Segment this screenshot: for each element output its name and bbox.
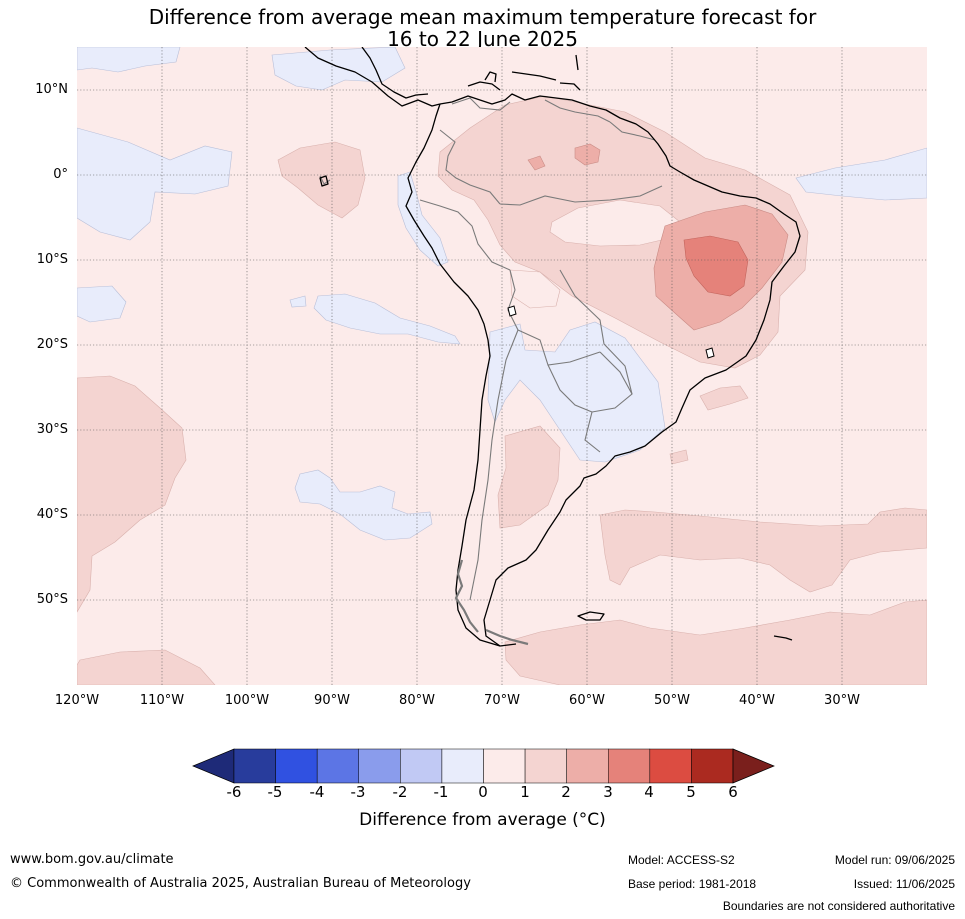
colorbar-under-arrow — [192, 748, 235, 784]
anomaly-field — [77, 47, 927, 685]
footer-issued: Issued: 11/06/2025 — [853, 877, 955, 891]
graticule — [77, 47, 927, 685]
colorbar-segment — [649, 748, 692, 784]
colorbar-tick: -2 — [392, 783, 408, 801]
lon-label-60w: 60°W — [569, 693, 605, 708]
lon-label-40w: 40°W — [739, 693, 775, 708]
colorbar-segment — [524, 748, 567, 784]
footer-disclaimer: Boundaries are not considered authoritat… — [722, 899, 955, 913]
lon-label-70w: 70°W — [484, 693, 520, 708]
lon-label-30w: 30°W — [824, 693, 860, 708]
colorbar-segment — [483, 748, 526, 784]
lon-label-50w: 50°W — [654, 693, 690, 708]
lat-label-50s: 50°S — [36, 592, 68, 607]
lat-label-30s: 30°S — [36, 422, 68, 437]
lon-label-80w: 80°W — [399, 693, 435, 708]
lon-label-120w: 120°W — [54, 693, 100, 708]
lon-label-90w: 90°W — [314, 693, 350, 708]
colorbar-tick: -3 — [350, 783, 366, 801]
lat-label-0: 0° — [53, 167, 68, 182]
colorbar-segments — [233, 748, 734, 784]
colorbar-label: Difference from average (°C) — [359, 810, 606, 830]
colorbar-tick: 0 — [478, 783, 488, 801]
colorbar-segment — [233, 748, 276, 784]
lat-label-20s: 20°S — [36, 337, 68, 352]
colorbar-tick: -4 — [309, 783, 325, 801]
map-title-line1: Difference from average mean maximum tem… — [148, 5, 817, 29]
colorbar-tick: -6 — [226, 783, 242, 801]
map-title-line2: 16 to 22 June 2025 — [387, 27, 578, 51]
lake-outlines — [507, 305, 715, 359]
lat-label-10n: 10°N — [35, 82, 68, 97]
colorbar-tick: 2 — [561, 783, 571, 801]
colorbar-tick: -1 — [433, 783, 449, 801]
light-anomaly-0-1-inner — [509, 199, 681, 309]
colorbar-segment — [608, 748, 651, 784]
footer-model-run: Model run: 09/06/2025 — [834, 853, 955, 867]
lat-label-40s: 40°S — [36, 507, 68, 522]
lon-label-100w: 100°W — [224, 693, 270, 708]
colorbar-tick: 1 — [520, 783, 530, 801]
colorbar-segment — [441, 748, 484, 784]
colorbar-tick: -5 — [267, 783, 283, 801]
colorbar-tick: 5 — [686, 783, 696, 801]
patagonia-islands — [454, 559, 529, 646]
colorbar-tick: 3 — [603, 783, 613, 801]
colorbar-over-arrow — [732, 748, 775, 784]
colorbar-segment — [358, 748, 401, 784]
colorbar-tick: 6 — [728, 783, 738, 801]
cool-anomaly-patches — [77, 47, 927, 685]
footer-base-period: Base period: 1981-2018 — [628, 877, 757, 891]
footer-copyright: © Commonwealth of Australia 2025, Austra… — [10, 876, 471, 891]
colorbar-segment — [691, 748, 734, 784]
warm-anomaly-3-4 — [683, 235, 749, 297]
colorbar-segment — [566, 748, 609, 784]
colorbar — [192, 748, 775, 784]
footer-model: Model: ACCESS-S2 — [628, 853, 735, 867]
colorbar-segment — [316, 748, 359, 784]
colorbar-segment — [400, 748, 443, 784]
footer-website: www.bom.gov.au/climate — [10, 852, 174, 867]
lon-label-110w: 110°W — [139, 693, 185, 708]
colorbar-tick: 4 — [644, 783, 654, 801]
colorbar-segment — [275, 748, 318, 784]
country-borders — [319, 97, 663, 601]
lat-label-10s: 10°S — [36, 252, 68, 267]
